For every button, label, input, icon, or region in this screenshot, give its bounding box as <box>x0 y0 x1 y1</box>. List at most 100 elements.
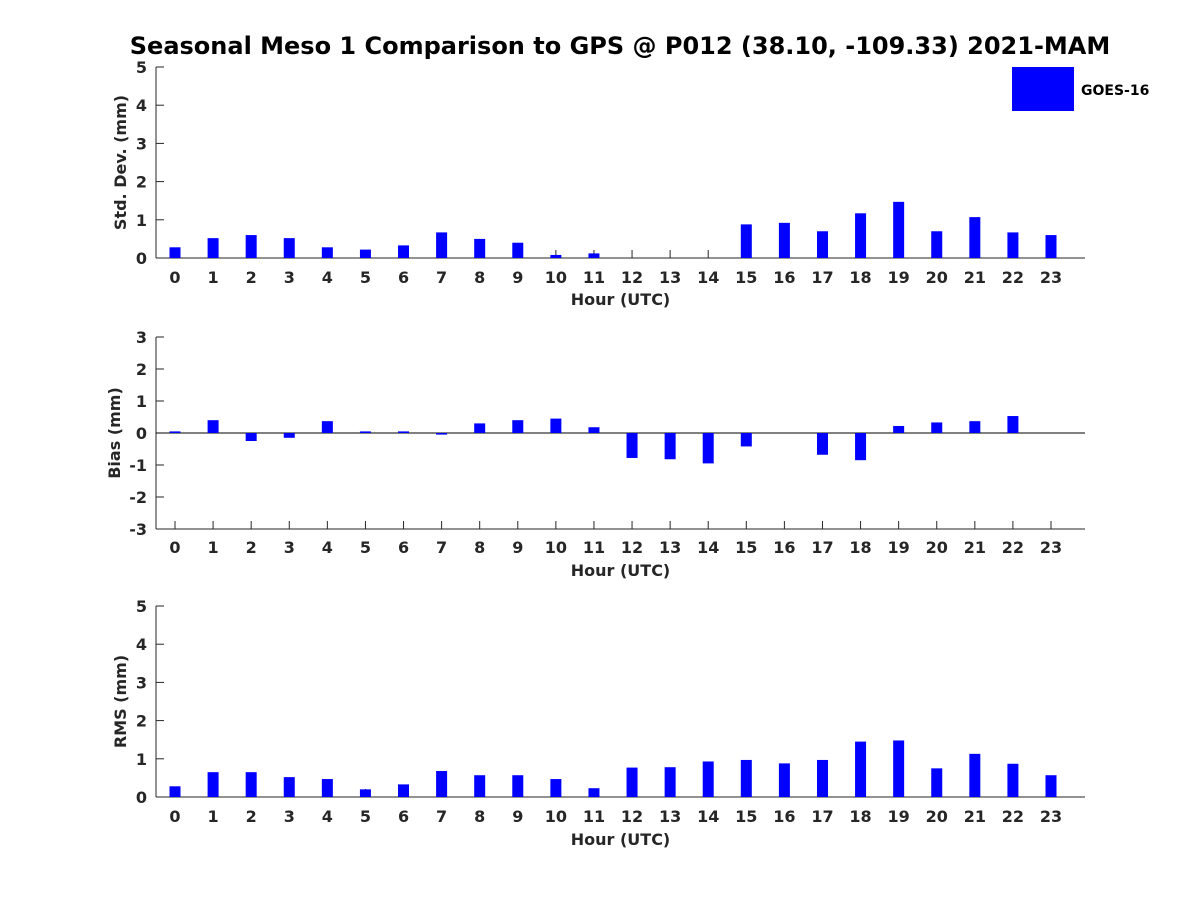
bar-hour-2 <box>245 235 257 258</box>
y-tick-label: 3 <box>136 673 147 692</box>
bar-hour-21 <box>969 421 981 433</box>
bar-hour-22 <box>1007 416 1019 433</box>
x-tick-label: 7 <box>436 807 447 826</box>
y-tick-label: 2 <box>136 360 147 379</box>
bar-hour-15 <box>740 759 752 797</box>
bar-hour-15 <box>740 433 752 447</box>
x-tick-label: 8 <box>474 538 485 557</box>
bar-hour-19 <box>893 201 905 258</box>
bar-hour-22 <box>1007 232 1019 258</box>
x-tick-label: 22 <box>1002 538 1024 557</box>
legend: GOES-16 <box>1012 67 1149 111</box>
bar-hour-13 <box>664 433 676 460</box>
x-tick-label: 13 <box>659 268 681 287</box>
y-tick-label: 4 <box>136 635 147 654</box>
y-tick-label: 1 <box>136 211 147 230</box>
x-tick-label: 3 <box>284 538 295 557</box>
x-tick-label: 10 <box>545 268 567 287</box>
y-tick-label: 0 <box>136 788 147 807</box>
x-tick-label: 20 <box>926 538 948 557</box>
bar-hour-18 <box>855 433 867 461</box>
x-tick-label: 10 <box>545 538 567 557</box>
x-tick-label: 13 <box>659 538 681 557</box>
x-tick-label: 11 <box>583 538 605 557</box>
bar-hour-14 <box>702 433 714 464</box>
bar-hour-12 <box>626 433 638 458</box>
x-tick-label: 19 <box>888 538 910 557</box>
bar-hour-20 <box>931 768 943 797</box>
bar-hour-23 <box>1045 235 1057 258</box>
x-axis-label: Hour (UTC) <box>571 290 671 309</box>
x-tick-label: 6 <box>398 538 409 557</box>
x-tick-label: 6 <box>398 807 409 826</box>
bar-hour-12 <box>626 767 638 797</box>
bar-hour-15 <box>740 224 752 258</box>
x-tick-label: 9 <box>512 268 523 287</box>
y-tick-label: 3 <box>136 328 147 347</box>
x-axis-label: Hour (UTC) <box>571 561 671 580</box>
x-tick-label: 17 <box>811 807 833 826</box>
bar-hour-11 <box>588 788 600 797</box>
y-tick-label: 0 <box>136 249 147 268</box>
y-tick-label: 2 <box>136 712 147 731</box>
bar-hour-9 <box>512 242 524 258</box>
legend-label-goes-16: GOES-16 <box>1081 83 1149 99</box>
legend-swatch-goes-16 <box>1012 67 1074 111</box>
y-tick-label: 4 <box>136 96 147 115</box>
bar-hour-18 <box>855 213 867 258</box>
y-tick-label: -3 <box>129 520 147 539</box>
y-tick-label: 5 <box>136 597 147 616</box>
bar-hour-16 <box>778 763 790 797</box>
bar-hour-21 <box>969 217 981 258</box>
x-tick-label: 7 <box>436 268 447 287</box>
bar-hour-13 <box>664 767 676 797</box>
bar-hour-4 <box>321 247 333 258</box>
x-tick-label: 20 <box>926 268 948 287</box>
x-tick-label: 12 <box>621 807 643 826</box>
bar-hour-10 <box>550 418 562 433</box>
bar-hour-9 <box>512 420 524 433</box>
bar-hour-19 <box>893 425 905 433</box>
x-tick-label: 6 <box>398 268 409 287</box>
bar-hour-22 <box>1007 763 1019 797</box>
x-tick-label: 16 <box>773 538 795 557</box>
y-tick-label: 1 <box>136 392 147 411</box>
x-tick-label: 9 <box>512 807 523 826</box>
y-axis-label: Std. Dev. (mm) <box>111 95 130 230</box>
x-tick-label: 2 <box>246 538 257 557</box>
x-tick-label: 8 <box>474 807 485 826</box>
chart-title: Seasonal Meso 1 Comparison to GPS @ P012… <box>130 32 1111 60</box>
x-tick-label: 4 <box>322 268 333 287</box>
bar-hour-4 <box>321 421 333 433</box>
bar-hour-1 <box>207 420 219 433</box>
x-tick-label: 21 <box>964 538 986 557</box>
y-tick-label: -1 <box>129 456 147 475</box>
bar-hour-23 <box>1045 775 1057 797</box>
y-tick-label: 1 <box>136 750 147 769</box>
bar-hour-0 <box>169 247 181 258</box>
x-tick-label: 17 <box>811 268 833 287</box>
bar-hour-6 <box>398 431 410 433</box>
bar-hour-11 <box>588 253 600 258</box>
x-tick-label: 3 <box>284 268 295 287</box>
bar-hour-1 <box>207 238 219 258</box>
bar-hour-8 <box>474 423 486 433</box>
bar-hour-10 <box>550 254 562 258</box>
x-tick-label: 16 <box>773 268 795 287</box>
bar-hour-3 <box>283 777 295 797</box>
bar-hour-10 <box>550 779 562 797</box>
bar-hour-0 <box>169 431 181 433</box>
bar-hour-17 <box>816 433 828 455</box>
bar-hour-11 <box>588 427 600 433</box>
bar-hour-20 <box>931 422 943 433</box>
bar-hour-8 <box>474 238 486 258</box>
x-tick-label: 16 <box>773 807 795 826</box>
bar-hour-8 <box>474 775 486 797</box>
x-tick-label: 9 <box>512 538 523 557</box>
bar-hour-7 <box>436 433 448 435</box>
y-tick-label: 3 <box>136 134 147 153</box>
bar-hour-7 <box>436 771 448 797</box>
